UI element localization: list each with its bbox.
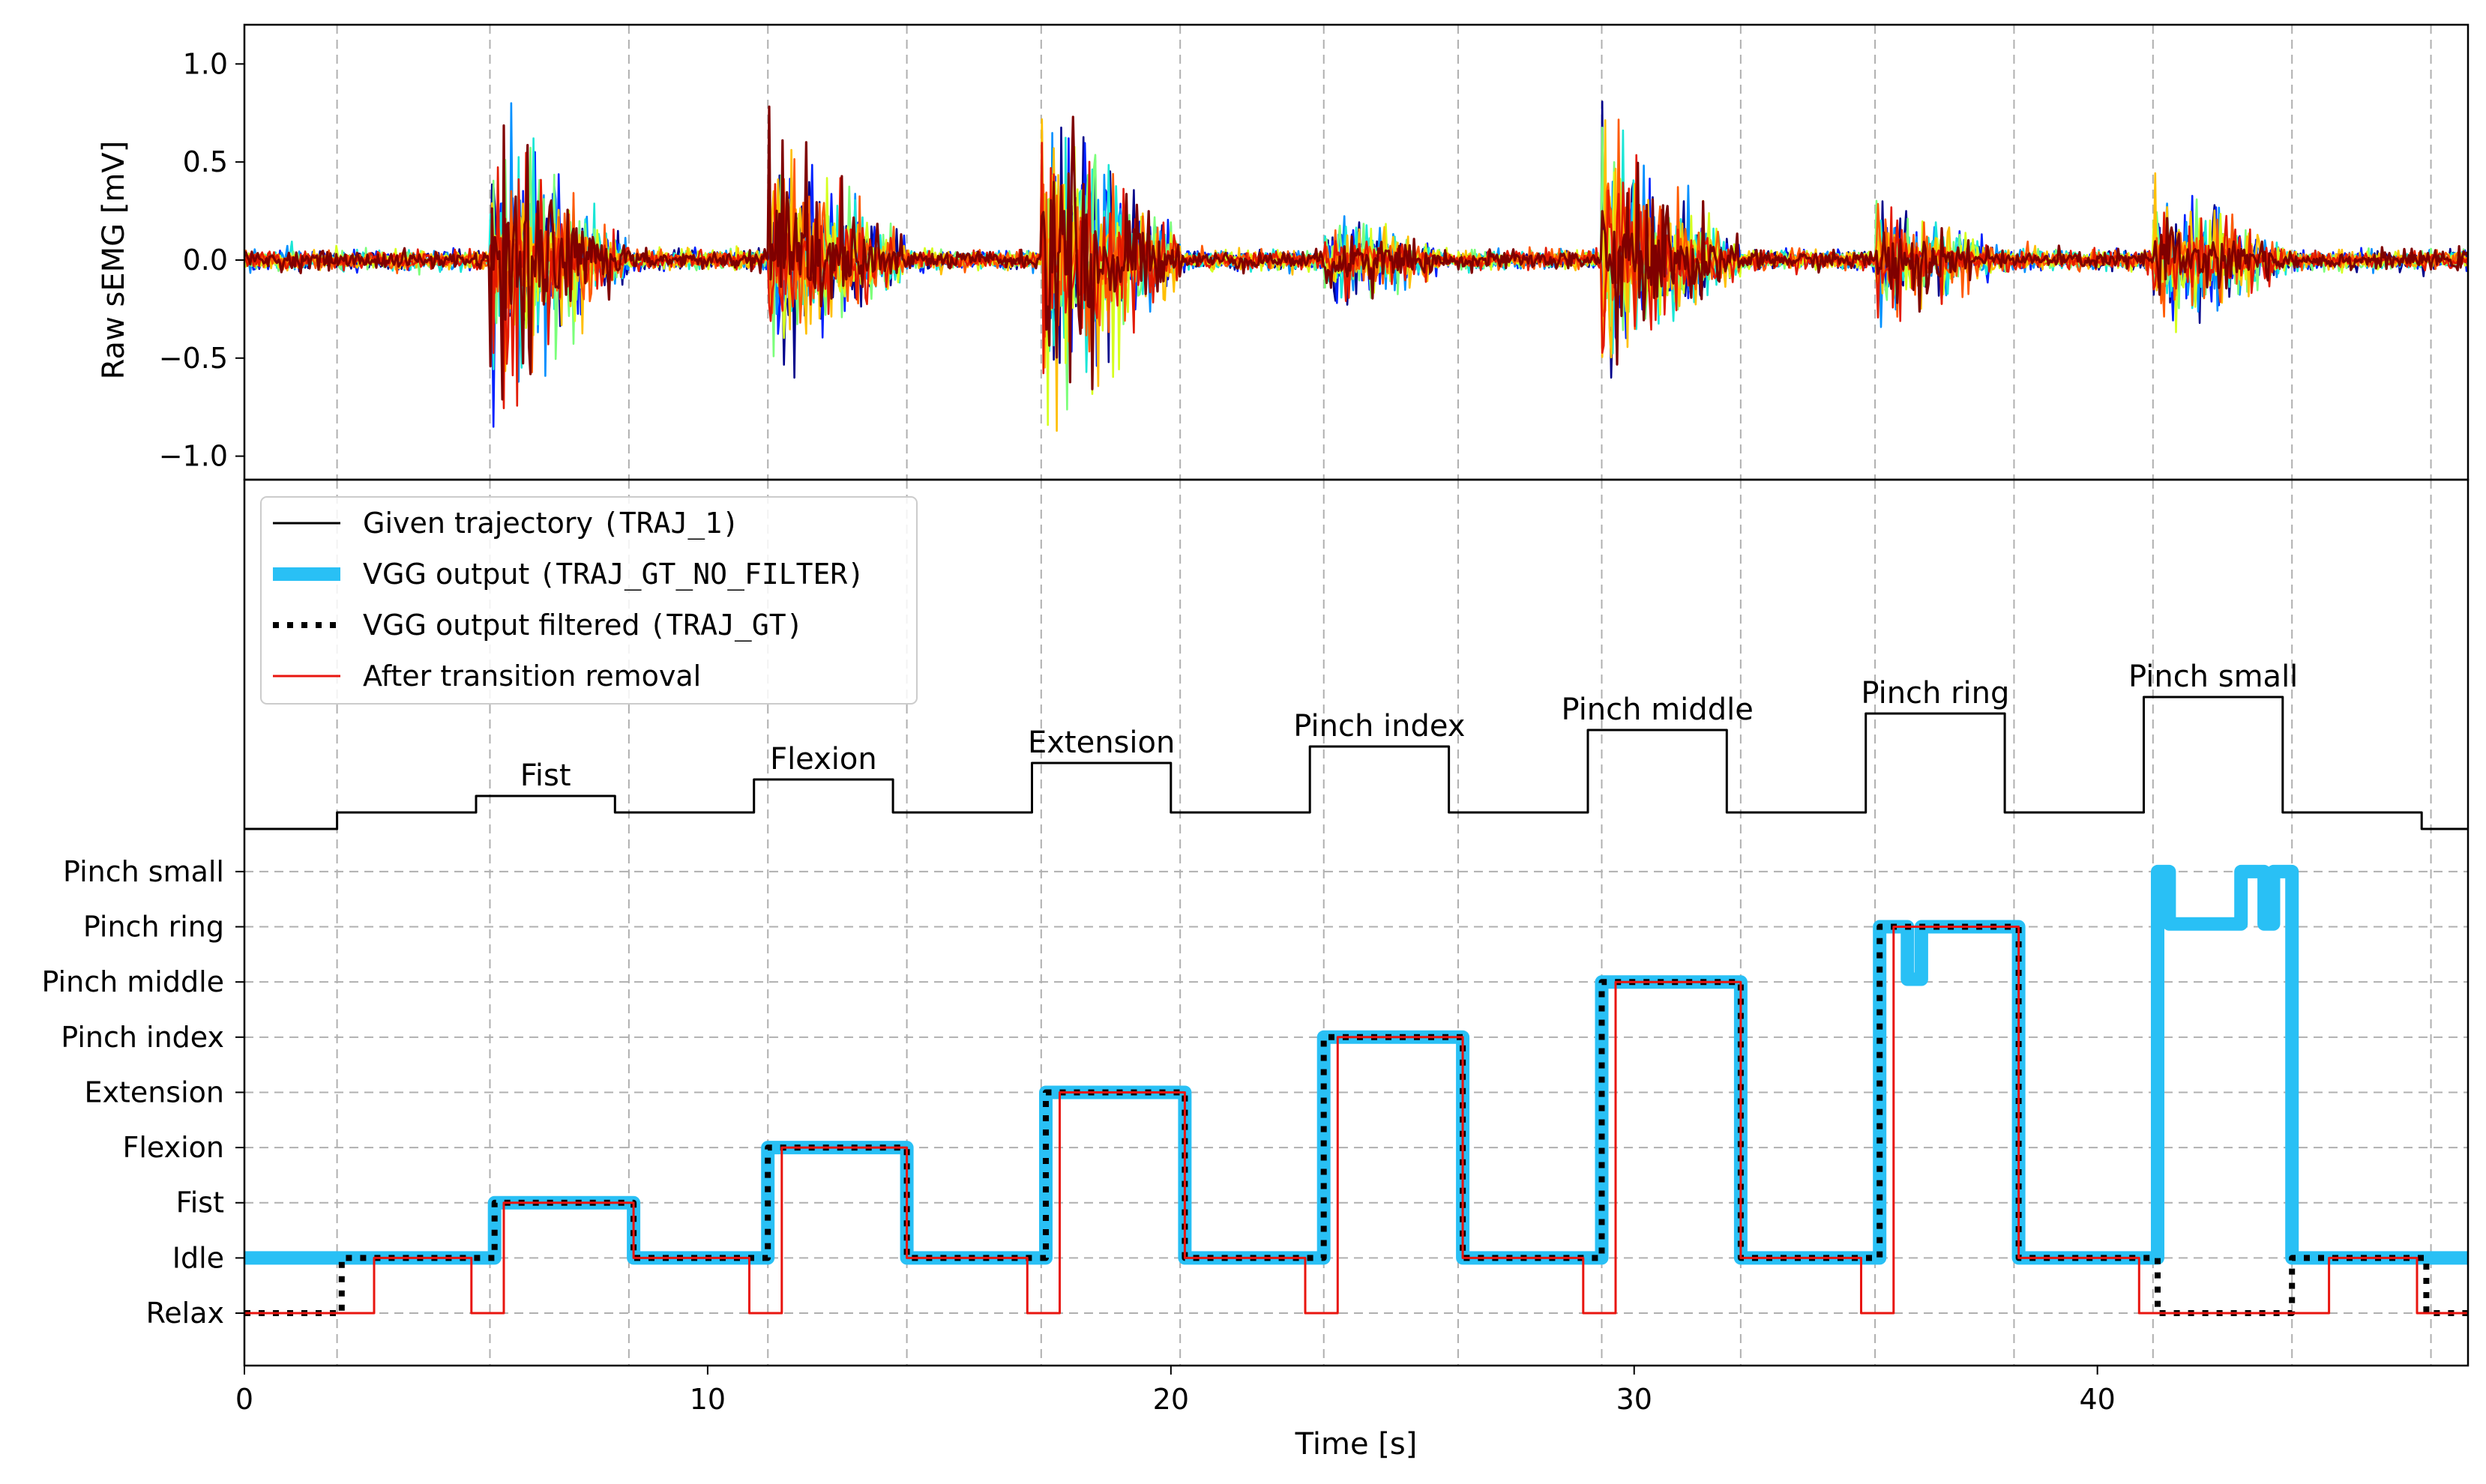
legend-entry-name: After transition removal: [363, 660, 701, 693]
legend-entry-name: Given trajectory: [363, 507, 593, 540]
semg-y-axis-label: Raw sEMG [mV]: [97, 141, 131, 380]
gesture-annotation-label: Flexion: [770, 742, 877, 776]
trajectory-x-ticks: 0 10 20 30 40: [235, 1366, 2116, 1416]
legend-entry-code: (TRAJ_GT): [649, 609, 804, 642]
legend-box: [260, 496, 918, 705]
trajectory-panel: Fist Flexion Extension Pinch index Pinch mid…: [41, 480, 2468, 1462]
gesture-annotation-label: Pinch index: [1293, 709, 1465, 743]
semg-y-tick-label: 0.5: [183, 145, 228, 178]
x-tick-label: 20: [1153, 1383, 1189, 1416]
trajectory-y-tick-label: Idle: [172, 1241, 224, 1274]
semg-traces: [244, 100, 2468, 432]
trajectory-y-tick-label: Pinch index: [61, 1021, 224, 1054]
trajectory-y-tick-label: Pinch small: [63, 855, 224, 888]
x-axis-label: Time [s]: [1295, 1427, 1418, 1462]
trajectory-y-tick-label: Flexion: [122, 1131, 224, 1164]
semg-y-tick-label: 1.0: [183, 47, 228, 80]
trajectory-y-tick-label: Pinch ring: [83, 911, 224, 944]
legend-entry-code: (TRAJ_1): [602, 507, 739, 540]
legend-entry-name: VGG output: [363, 558, 529, 591]
gesture-annotation-label: Pinch middle: [1561, 693, 1753, 727]
series-line-3: [244, 923, 2468, 1316]
legend-entry-2: VGG output (TRAJ_GT_NO_FILTER): [363, 558, 864, 591]
series-line-1: [244, 696, 2468, 830]
semg-y-tick-label: 0.0: [183, 244, 228, 277]
x-tick-label: 10: [690, 1383, 726, 1416]
semg-y-tick-label: −1.0: [159, 440, 228, 473]
trajectory-y-tick-label: Relax: [146, 1297, 224, 1330]
semg-channel-trace: [244, 105, 2468, 401]
semg-y-ticks: 1.0 0.5 0.0 −0.5 −1.0: [159, 47, 244, 473]
legend: Given trajectory (TRAJ_1) VGG output (TRA…: [260, 496, 918, 705]
legend-entry-3: VGG output filtered (TRAJ_GT): [363, 609, 803, 642]
legend-entry-1: Given trajectory (TRAJ_1): [363, 507, 739, 540]
legend-entry-name: VGG output filtered: [363, 609, 639, 642]
legend-entry-code: (TRAJ_GT_NO_FILTER): [538, 558, 864, 591]
gesture-annotations: Fist Flexion Extension Pinch index Pinch mid…: [520, 660, 2299, 793]
legend-entry-4: After transition removal: [363, 660, 701, 693]
trajectory-series: [244, 696, 2468, 1316]
x-tick-label: 30: [1616, 1383, 1652, 1416]
trajectory-y-tick-label: Extension: [84, 1076, 224, 1109]
semg-panel: 1.0 0.5 0.0 −0.5 −1.0 Raw sEMG [mV]: [97, 25, 2468, 480]
gesture-annotation-label: Fist: [520, 758, 571, 793]
gesture-annotation-label: Extension: [1028, 726, 1175, 760]
x-tick-label: 40: [2079, 1383, 2115, 1416]
x-tick-label: 0: [235, 1383, 253, 1416]
trajectory-y-tick-label: Fist: [176, 1186, 224, 1219]
gesture-annotation-label: Pinch ring: [1861, 676, 2009, 711]
trajectory-y-ticks: Relax Idle Fist Flexion Extension Pinch index…: [41, 855, 244, 1330]
series-line-4: [244, 926, 2468, 1315]
trajectory-y-tick-label: Pinch middle: [41, 965, 224, 998]
axes-frames: [243, 23, 2470, 1367]
gesture-annotation-label: Pinch small: [2128, 660, 2298, 694]
semg-y-tick-label: −0.5: [159, 342, 228, 375]
trajectory-axes-frame: [243, 478, 2470, 1367]
